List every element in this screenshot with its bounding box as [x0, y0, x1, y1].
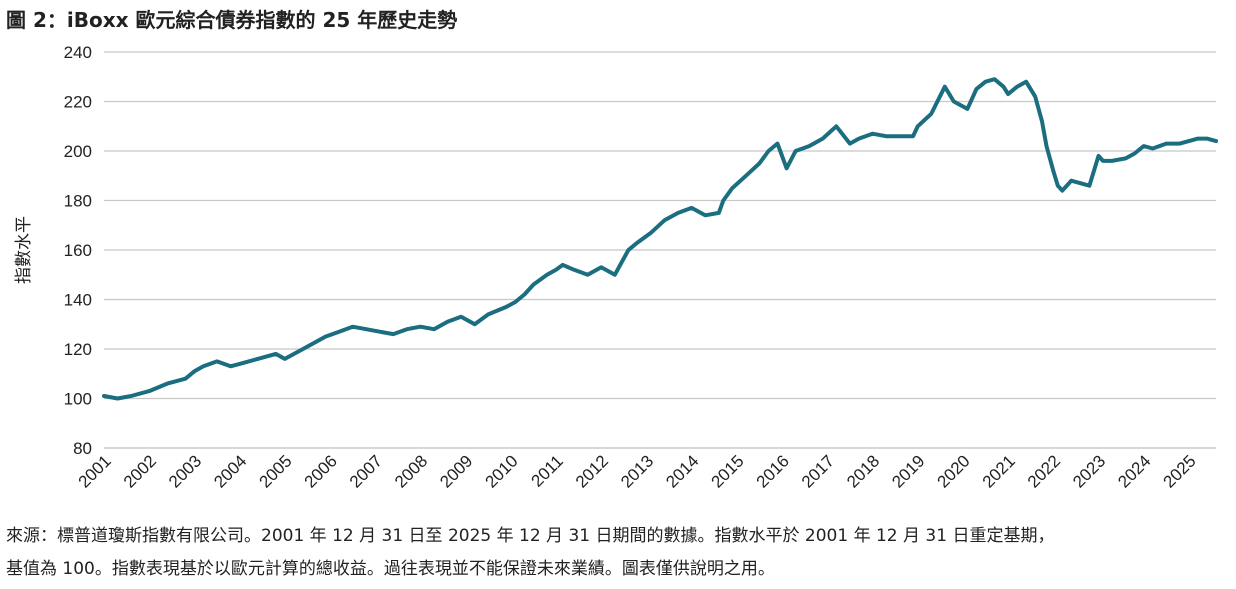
x-tick-label: 2009	[436, 451, 476, 491]
x-tick-label: 2007	[346, 451, 386, 491]
x-tick-label: 2018	[843, 451, 883, 491]
x-tick-label: 2011	[528, 451, 567, 490]
x-tick-label: 2024	[1114, 451, 1154, 491]
x-tick-label: 2008	[391, 451, 431, 491]
source-note: 來源：標普道瓊斯指數有限公司。2001 年 12 月 31 日至 2025 年 …	[6, 520, 1230, 586]
chart-title: 圖 2：iBoxx 歐元綜合債券指數的 25 年歷史走勢	[6, 8, 458, 32]
x-tick-label: 2010	[481, 451, 521, 491]
source-line-1: 來源：標普道瓊斯指數有限公司。2001 年 12 月 31 日至 2025 年 …	[6, 526, 1055, 546]
y-tick-label: 120	[64, 340, 92, 359]
y-tick-label: 200	[64, 142, 92, 161]
x-tick-label: 2006	[301, 451, 341, 491]
y-tick-label: 240	[64, 43, 92, 62]
x-tick-label: 2015	[707, 451, 747, 491]
x-tick-label: 2003	[165, 451, 205, 491]
y-tick-label: 100	[64, 390, 92, 409]
x-tick-label: 2005	[255, 451, 295, 491]
y-axis-label: 指數水平	[14, 216, 34, 284]
x-tick-label: 2025	[1160, 451, 1200, 491]
x-tick-label: 2013	[617, 451, 657, 491]
x-tick-label: 2022	[1024, 451, 1064, 491]
y-tick-label: 80	[73, 439, 92, 458]
x-tick-label: 2021	[979, 451, 1019, 491]
x-tick-label: 2004	[210, 451, 250, 491]
x-tick-label: 2017	[798, 451, 838, 491]
x-tick-label: 2012	[572, 451, 612, 491]
x-tick-label: 2020	[934, 451, 974, 491]
y-tick-label: 140	[64, 291, 92, 310]
y-tick-label: 160	[64, 241, 92, 260]
x-tick-label: 2016	[753, 451, 793, 491]
y-tick-label: 220	[64, 93, 92, 112]
x-tick-label: 2014	[662, 451, 702, 491]
x-tick-label: 2019	[888, 451, 928, 491]
x-tick-label: 2023	[1069, 451, 1109, 491]
source-line-2: 基值為 100。指數表現基於以歐元計算的總收益。過往表現並不能保證未來業績。圖表…	[6, 559, 775, 579]
x-tick-label: 2002	[120, 451, 160, 491]
series-line-0	[102, 77, 1218, 401]
y-tick-label: 180	[64, 192, 92, 211]
